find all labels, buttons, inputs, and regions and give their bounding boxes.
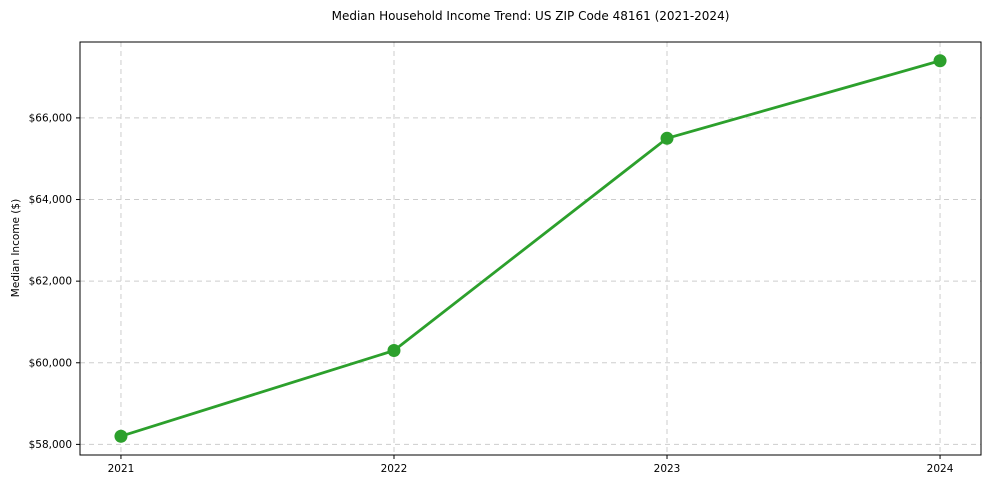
data-point-2021 (114, 429, 128, 443)
x-tick-label: 2023 (654, 463, 681, 475)
chart-title: Median Household Income Trend: US ZIP Co… (331, 9, 730, 23)
data-point-2023 (660, 131, 674, 145)
y-axis-label: Median Income ($) (10, 198, 22, 298)
data-point-2024 (933, 54, 947, 68)
y-tick-label: $66,000 (29, 112, 72, 124)
x-tick-label: 2024 (927, 463, 954, 475)
trend-line (119, 59, 942, 438)
y-tick-label: $60,000 (29, 357, 72, 369)
y-tick-label: $64,000 (29, 194, 72, 206)
x-tick-label: 2021 (108, 463, 135, 475)
data-point-2022 (387, 344, 401, 358)
plot-border (79, 41, 982, 456)
y-tick-label: $62,000 (29, 276, 72, 288)
y-tick-label: $58,000 (29, 439, 72, 451)
x-tick-label: 2022 (381, 463, 408, 475)
